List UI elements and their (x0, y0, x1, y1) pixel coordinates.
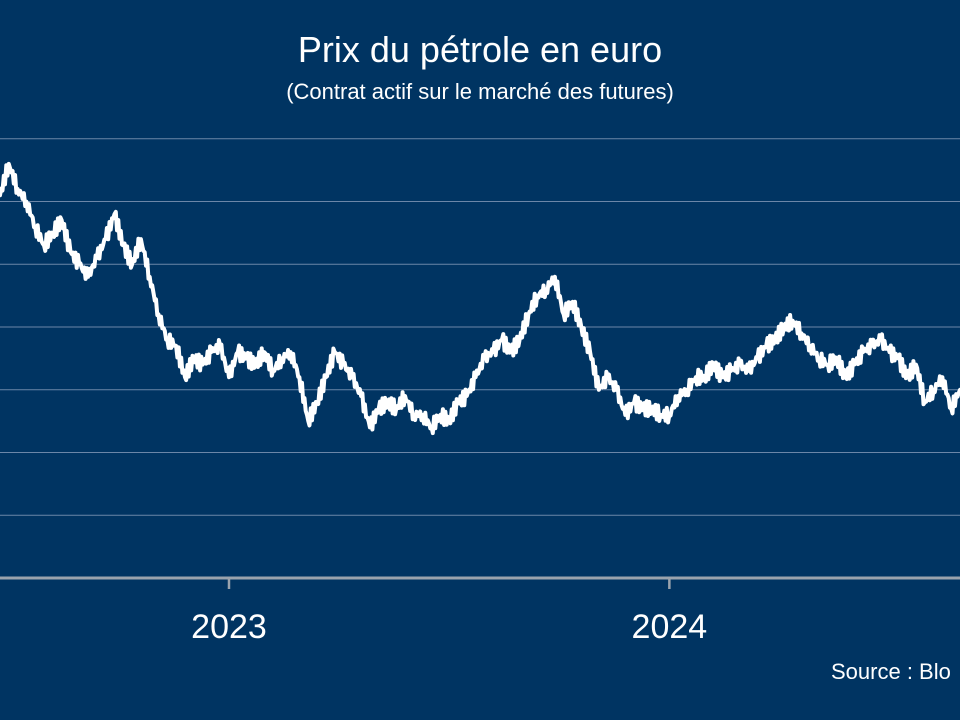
chart-title: Prix du pétrole en euro (297, 29, 663, 70)
series-line (0, 161, 960, 436)
source-note: Source : Blo (831, 659, 951, 684)
x-tick-label: 2023 (191, 608, 267, 646)
chart-subtitle: (Contrat actif sur le marché des futures… (286, 79, 674, 104)
x-tick-label: 2024 (632, 608, 708, 646)
